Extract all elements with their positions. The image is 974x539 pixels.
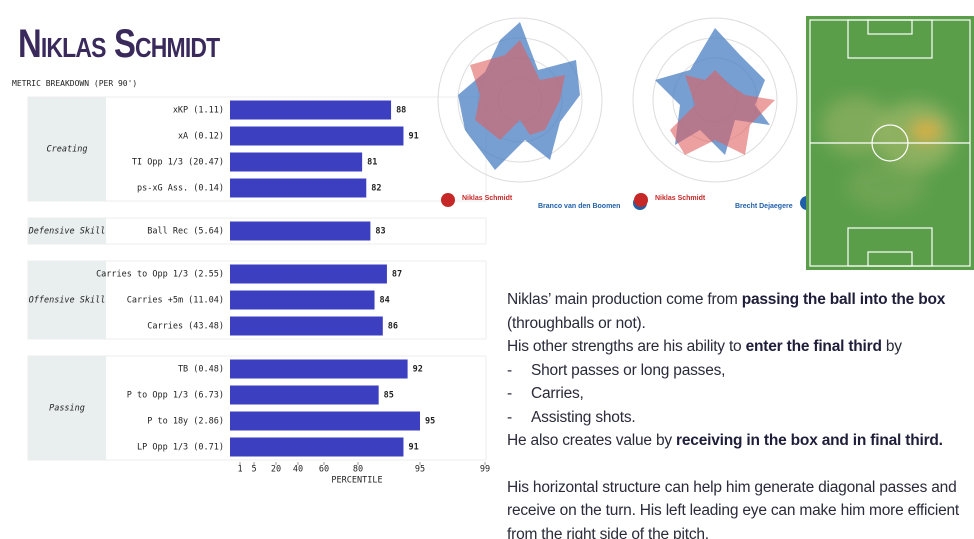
- value-label: 83: [375, 227, 385, 237]
- radar: Niklas Schmidt Branco van den Boomen: [437, 17, 647, 210]
- legend-icon: [441, 193, 455, 207]
- legend-player: Niklas Schmidt: [655, 195, 706, 202]
- bar: [230, 385, 379, 405]
- bold-text: enter the final third: [745, 338, 882, 355]
- pitch-lines: [809, 19, 971, 267]
- paragraph: His other strengths are his ability to e…: [507, 335, 974, 359]
- ring: [437, 17, 603, 183]
- radar: Niklas Schmidt Brecht Dejaegere: [632, 17, 810, 210]
- value-label: 91: [408, 132, 418, 142]
- bar: [230, 316, 383, 336]
- bar-chart: Creating xKP (1.11) 88 xA (0.12) 91 TI Opp 1/…: [27, 96, 490, 486]
- x-tick-label: 60: [319, 465, 329, 475]
- text-run: Niklas’ main production come from: [507, 291, 742, 308]
- text-run: (throughballs or not).: [507, 314, 646, 332]
- category-label: xA (0.12): [178, 132, 224, 142]
- category-label: xKP (1.11): [173, 106, 224, 116]
- value-label: 87: [392, 270, 402, 280]
- category-label: P to Opp 1/3 (6.73): [127, 391, 224, 401]
- value-label: 82: [371, 184, 381, 194]
- text-run: by: [881, 338, 902, 355]
- x-axis-label: PERCENTILE: [331, 476, 382, 486]
- bar: [230, 126, 404, 146]
- radar-charts: Niklas Schmidt Branco van den Boomen Nik…: [437, 17, 810, 210]
- group-label: Passing: [49, 404, 85, 414]
- value-label: 81: [367, 158, 377, 168]
- category-label: Carries to Opp 1/3 (2.55): [96, 270, 224, 280]
- value-label: 84: [380, 296, 390, 306]
- ring: [632, 17, 798, 183]
- legend-icon: [634, 193, 648, 207]
- bar: [230, 100, 392, 120]
- value-label: 92: [413, 365, 423, 375]
- value-label: 88: [396, 106, 406, 116]
- bar: [230, 152, 363, 172]
- value-label: 86: [388, 322, 398, 332]
- player-shape: [470, 40, 565, 140]
- category-label: ps-xG Ass. (0.14): [137, 184, 224, 194]
- category-label: P to 18y (2.86): [147, 417, 224, 427]
- bar: [230, 290, 375, 310]
- category-label: LP Opp 1/3 (0.71): [137, 443, 224, 453]
- subtitle: METRIC BREAKDOWN (PER 90'): [12, 79, 138, 88]
- paragraph: His horizontal structure can help him ge…: [507, 476, 974, 539]
- bar: [230, 437, 404, 457]
- text-run: He also creates value by: [507, 432, 677, 449]
- heatmap: [806, 16, 974, 270]
- heat: [821, 96, 956, 211]
- paragraph: Niklas’ main production come from passin…: [507, 288, 974, 335]
- value-label: 85: [384, 391, 394, 401]
- player-shape: [670, 70, 775, 155]
- group-box: [28, 218, 106, 244]
- x-tick-label: 80: [353, 465, 363, 475]
- bar: [230, 411, 420, 431]
- category-label: Ball Rec (5.64): [147, 227, 224, 237]
- group-box: [28, 356, 106, 460]
- group-label: Creating: [47, 145, 88, 155]
- x-tick-label: 99: [480, 465, 490, 475]
- category-label: TI Opp 1/3 (20.47): [132, 158, 224, 168]
- bar: [230, 178, 367, 198]
- x-tick-label: 1: [237, 465, 242, 475]
- group-label: Defensive Skill: [28, 227, 106, 237]
- x-tick-label: 20: [271, 465, 281, 475]
- bar: [230, 264, 387, 284]
- category-label: TB (0.48): [178, 365, 224, 375]
- legend-comparison: Branco van den Boomen: [538, 203, 620, 210]
- bar: [230, 359, 408, 379]
- list-item: Short passes or long passes,: [507, 359, 974, 383]
- category-label: Carries (43.48): [147, 322, 224, 332]
- list-item: Carries,: [507, 382, 974, 406]
- value-label: 95: [425, 417, 435, 427]
- category-label: Carries +5m (11.04): [127, 296, 224, 306]
- text-run: His horizontal structure can help him ge…: [507, 478, 960, 539]
- bold-text: receiving in the box and in final third.: [676, 432, 943, 449]
- group-box: [28, 261, 106, 339]
- commentary: Niklas’ main production come from passin…: [507, 288, 974, 539]
- group-box: [28, 97, 106, 201]
- bold-text: passing the ball into the box: [741, 291, 946, 308]
- text-run: His other strengths are his ability to: [507, 338, 746, 355]
- bar: [230, 221, 371, 241]
- legend-player: Niklas Schmidt: [462, 195, 513, 202]
- value-label: 91: [408, 443, 418, 453]
- legend-comparison: Brecht Dejaegere: [735, 203, 793, 210]
- x-tick-label: 5: [251, 465, 256, 475]
- list: Short passes or long passes,Carries,Assi…: [507, 359, 974, 430]
- title: Niklas Schmidt: [18, 22, 220, 66]
- x-tick-label: 95: [415, 465, 425, 475]
- x-tick-label: 40: [293, 465, 303, 475]
- list-item: Assisting shots.: [507, 406, 974, 430]
- paragraph: He also creates value by receiving in th…: [507, 429, 974, 453]
- group-label: Offensive Skill: [29, 296, 106, 306]
